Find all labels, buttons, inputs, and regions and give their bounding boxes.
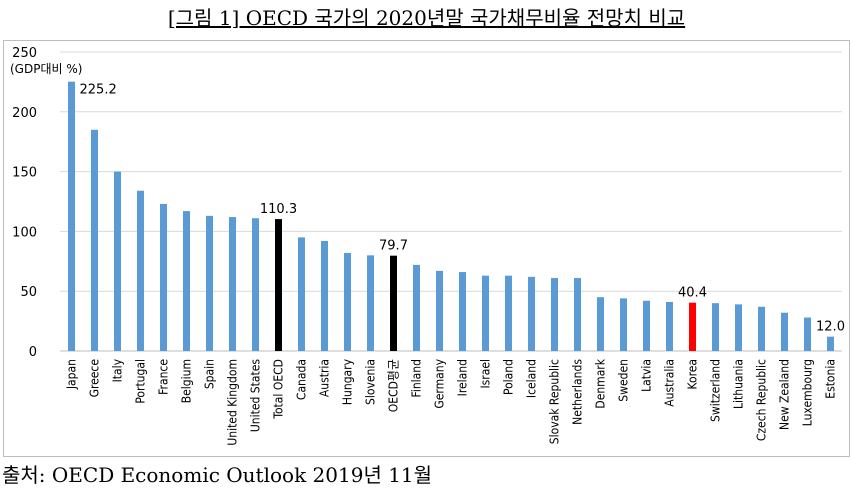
x-tick-label: Israel bbox=[479, 359, 493, 389]
bar-slovenia bbox=[367, 255, 374, 351]
bar-france bbox=[160, 203, 167, 351]
x-tick-label: Austria bbox=[318, 359, 332, 397]
x-tick-label: Estonia bbox=[824, 359, 838, 399]
bar-oecd평균 bbox=[390, 255, 397, 351]
x-tick-label: Iceland bbox=[525, 359, 539, 398]
bar-denmark bbox=[597, 297, 604, 351]
figure-title: [그림 1] OECD 국가의 2020년말 국가채무비율 전망치 비교 bbox=[167, 6, 686, 30]
x-tick-label: Japan bbox=[65, 359, 79, 390]
data-label: 79.7 bbox=[379, 239, 408, 254]
x-tick-label: Spain bbox=[203, 359, 217, 389]
x-tick-label: Korea bbox=[686, 359, 700, 390]
bar-israel bbox=[482, 275, 489, 351]
bar-belgium bbox=[183, 211, 190, 351]
x-tick-label: OECD평균 bbox=[387, 359, 401, 412]
y-tick-label: 150 bbox=[12, 166, 37, 181]
chart-frame bbox=[3, 40, 850, 457]
x-tick-label: Canada bbox=[295, 359, 309, 400]
data-label: 12.0 bbox=[816, 320, 845, 335]
data-label: 40.4 bbox=[678, 286, 707, 301]
x-tick-label: Latvia bbox=[640, 359, 654, 392]
bar-poland bbox=[505, 275, 512, 351]
x-tick-label: Denmark bbox=[594, 358, 608, 408]
bar-united-kingdom bbox=[229, 217, 236, 351]
x-tick-label: Hungary bbox=[341, 358, 355, 405]
y-axis-label: (GDP대비 %) bbox=[10, 62, 82, 76]
x-tick-label: Lithuania bbox=[732, 359, 746, 409]
bar-netherlands bbox=[574, 278, 581, 351]
y-tick-label: 50 bbox=[20, 285, 37, 300]
bar-ireland bbox=[459, 272, 466, 351]
bar-australia bbox=[666, 301, 673, 351]
data-label: 110.3 bbox=[260, 202, 297, 217]
x-tick-label: Ireland bbox=[456, 359, 470, 396]
bar-canada bbox=[298, 237, 305, 351]
bar-new-zealand bbox=[781, 312, 788, 351]
y-tick-label: 0 bbox=[29, 345, 37, 360]
bar-slovak-republic bbox=[551, 278, 558, 351]
x-tick-label: France bbox=[157, 359, 171, 395]
bar-germany bbox=[436, 270, 443, 351]
bar-greece bbox=[91, 129, 98, 351]
x-tick-label: Greece bbox=[88, 359, 102, 398]
bar-hungary bbox=[344, 252, 351, 351]
x-tick-label: Sweden bbox=[617, 359, 631, 402]
bar-lithuania bbox=[735, 304, 742, 351]
y-tick-label: 100 bbox=[12, 225, 37, 240]
bar-iceland bbox=[528, 276, 535, 351]
bar-switzerland bbox=[712, 303, 719, 351]
bar-latvia bbox=[643, 300, 650, 351]
source-note: 출처: OECD Economic Outlook 2019년 11월 bbox=[2, 463, 433, 487]
x-tick-label: Finland bbox=[410, 359, 424, 398]
x-tick-label: Slovenia bbox=[364, 359, 378, 405]
bar-spain bbox=[206, 215, 213, 351]
bar-korea bbox=[689, 302, 696, 351]
x-tick-label: Slovak Republic bbox=[548, 359, 562, 444]
bar-luxembourg bbox=[804, 317, 811, 351]
x-tick-label: United Kingdom bbox=[226, 359, 240, 446]
bar-portugal bbox=[137, 190, 144, 351]
x-tick-label: Italy bbox=[111, 358, 125, 382]
x-tick-label: Germany bbox=[433, 358, 447, 408]
x-tick-label: Total OECD bbox=[272, 359, 286, 420]
x-tick-label: Switzerland bbox=[709, 359, 723, 422]
x-tick-label: United States bbox=[249, 359, 263, 432]
x-tick-label: Poland bbox=[502, 359, 516, 395]
bar-italy bbox=[114, 171, 121, 351]
bar-estonia bbox=[827, 336, 834, 351]
y-tick-label: 250 bbox=[12, 46, 37, 61]
x-tick-label: Australia bbox=[663, 359, 677, 407]
bar-united-states bbox=[252, 218, 259, 351]
y-tick-label: 200 bbox=[12, 106, 37, 121]
x-tick-label: Netherlands bbox=[571, 359, 585, 425]
bar-austria bbox=[321, 240, 328, 351]
x-tick-label: Portugal bbox=[134, 359, 148, 404]
bar-czech-republic bbox=[758, 306, 765, 351]
bar-finland bbox=[413, 264, 420, 351]
x-tick-label: Czech Republic bbox=[755, 359, 769, 441]
x-tick-label: Luxembourg bbox=[801, 359, 815, 426]
bar-total-oecd bbox=[275, 219, 282, 351]
x-tick-label: New Zealand bbox=[778, 359, 792, 430]
data-label: 225.2 bbox=[80, 83, 117, 98]
bar-japan bbox=[68, 81, 75, 351]
bar-sweden bbox=[620, 298, 627, 351]
x-tick-label: Belgium bbox=[180, 359, 194, 403]
